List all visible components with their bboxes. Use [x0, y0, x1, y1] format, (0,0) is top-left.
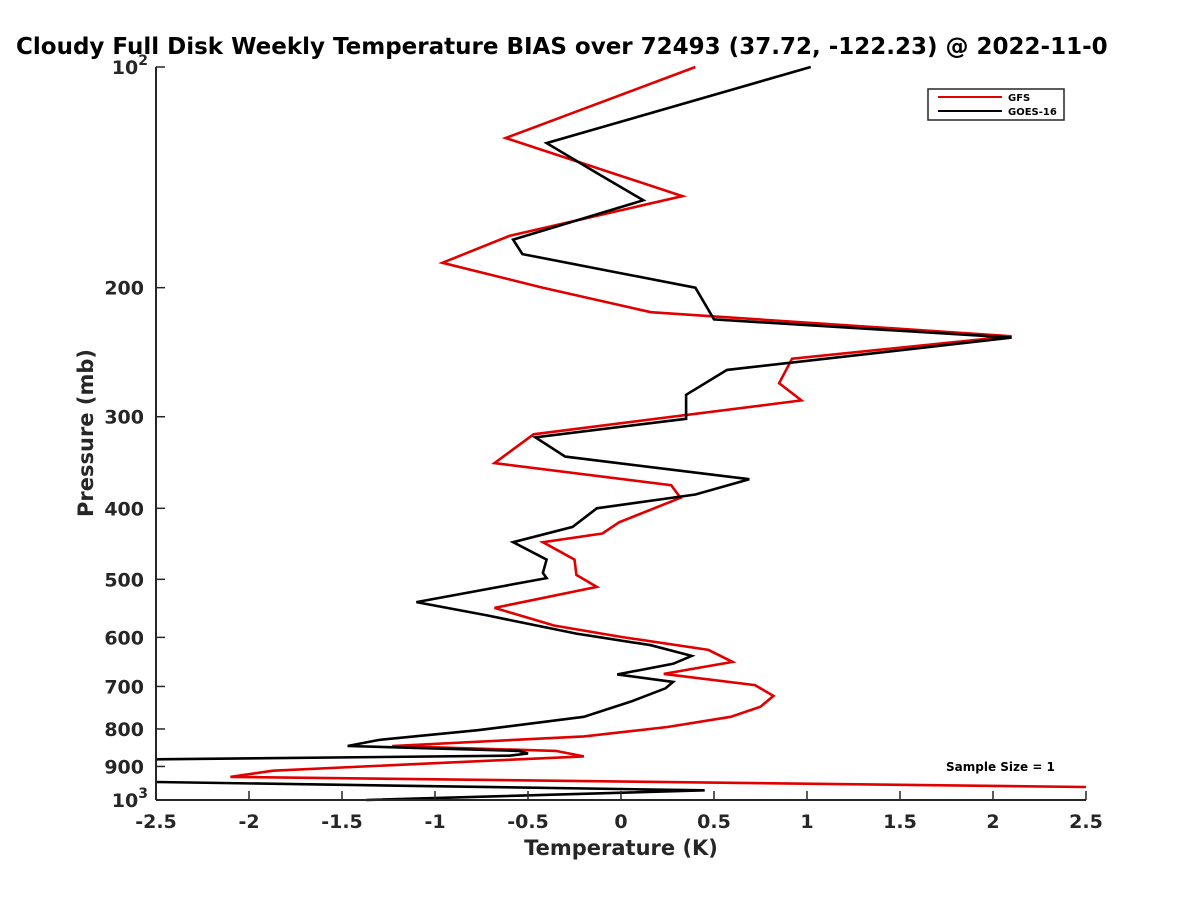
x-tick-label: -1 — [424, 811, 445, 833]
legend-label-goes16: GOES-16 — [1008, 107, 1057, 118]
y-tick-label: 103 — [112, 786, 148, 812]
x-tick-label: 2.5 — [1069, 811, 1103, 833]
y-tick-label: 900 — [104, 756, 144, 778]
y-tick-label: 400 — [104, 498, 144, 520]
x-tick-label: 2 — [986, 811, 999, 833]
y-tick-exponent: 3 — [138, 786, 148, 802]
x-axis-label: Temperature (K) — [524, 836, 718, 860]
legend: GFS GOES-16 — [927, 88, 1065, 121]
y-tick-label: 500 — [104, 569, 144, 591]
series-layer — [156, 65, 1086, 802]
y-tick-base: 10 — [112, 57, 138, 79]
series-line-gfs — [230, 65, 1086, 789]
x-tick-label: 0 — [614, 811, 627, 833]
y-tick-label: 800 — [104, 719, 144, 741]
x-tick-label: 1 — [800, 811, 813, 833]
series-line-goes-16 — [156, 65, 1012, 761]
y-tick-base: 10 — [112, 790, 138, 812]
y-tick-label: 200 — [104, 278, 144, 300]
x-tick-label: -2 — [238, 811, 259, 833]
y-axis-label: Pressure (mb) — [74, 349, 98, 517]
legend-label-gfs: GFS — [1008, 93, 1030, 104]
plot-area — [156, 67, 1086, 800]
sample-size-annotation: Sample Size = 1 — [946, 760, 1055, 774]
x-tick-label: -0.5 — [507, 811, 549, 833]
x-tick-label: 1.5 — [883, 811, 917, 833]
series-line-goes-16 — [156, 780, 705, 802]
y-tick-label: 102 — [112, 53, 148, 79]
y-tick-label: 600 — [104, 627, 144, 649]
x-tick-label: -2.5 — [135, 811, 177, 833]
x-ticks: -2.5 -2 -1.5 -1 -0.5 0 0.5 1 1.5 2 2.5 — [135, 791, 1103, 833]
chart-title: Cloudy Full Disk Weekly Temperature BIAS… — [16, 34, 1108, 60]
y-tick-exponent: 2 — [138, 53, 148, 69]
y-tick-label: 300 — [104, 407, 144, 429]
x-tick-label: -1.5 — [321, 811, 363, 833]
x-tick-label: 0.5 — [697, 811, 731, 833]
plot-background — [156, 67, 1086, 800]
y-tick-label: 700 — [104, 676, 144, 698]
legend-box — [927, 88, 1065, 121]
